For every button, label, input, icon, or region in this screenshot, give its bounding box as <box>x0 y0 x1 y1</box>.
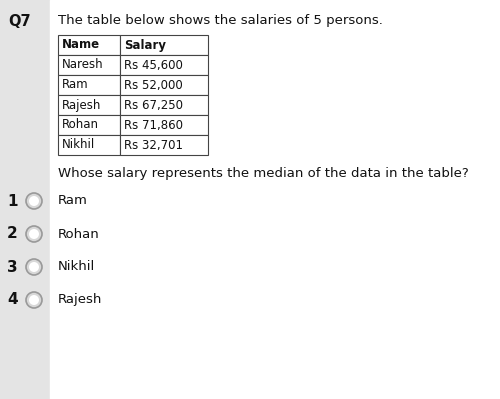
Text: Ram: Ram <box>58 194 88 207</box>
Circle shape <box>26 193 42 209</box>
Text: 1: 1 <box>7 194 18 209</box>
Text: Nikhil: Nikhil <box>62 138 95 152</box>
Text: Whose salary represents the median of the data in the table?: Whose salary represents the median of th… <box>58 167 469 180</box>
Text: Rs 52,000: Rs 52,000 <box>124 79 183 91</box>
Circle shape <box>29 262 39 272</box>
Bar <box>58 35 120 55</box>
Text: Rohan: Rohan <box>62 119 99 132</box>
Circle shape <box>26 292 42 308</box>
Circle shape <box>29 295 39 305</box>
Text: Rajesh: Rajesh <box>62 99 102 111</box>
Bar <box>58 55 120 75</box>
Bar <box>120 35 208 55</box>
Text: Rohan: Rohan <box>58 227 100 241</box>
Text: Rs 32,701: Rs 32,701 <box>124 138 183 152</box>
Text: Rs 67,250: Rs 67,250 <box>124 99 183 111</box>
Text: Naresh: Naresh <box>62 59 104 71</box>
Bar <box>120 75 208 95</box>
Text: Name: Name <box>62 38 100 51</box>
Bar <box>120 95 208 115</box>
Text: The table below shows the salaries of 5 persons.: The table below shows the salaries of 5 … <box>58 14 383 27</box>
Circle shape <box>26 259 42 275</box>
Bar <box>58 95 120 115</box>
Circle shape <box>29 196 39 206</box>
Text: 3: 3 <box>7 259 18 275</box>
Text: Rs 71,860: Rs 71,860 <box>124 119 183 132</box>
Circle shape <box>29 229 39 239</box>
Text: Rajesh: Rajesh <box>58 294 102 306</box>
Circle shape <box>26 226 42 242</box>
Text: Rs 45,600: Rs 45,600 <box>124 59 183 71</box>
Text: Salary: Salary <box>124 38 166 51</box>
Bar <box>58 135 120 155</box>
Text: 2: 2 <box>7 227 18 241</box>
Bar <box>120 115 208 135</box>
Text: 4: 4 <box>7 292 18 308</box>
Bar <box>0 0 50 399</box>
Bar <box>58 115 120 135</box>
Text: Ram: Ram <box>62 79 88 91</box>
Text: Q7: Q7 <box>8 14 30 29</box>
Text: Nikhil: Nikhil <box>58 261 95 273</box>
Bar <box>120 55 208 75</box>
Bar <box>120 135 208 155</box>
Bar <box>58 75 120 95</box>
